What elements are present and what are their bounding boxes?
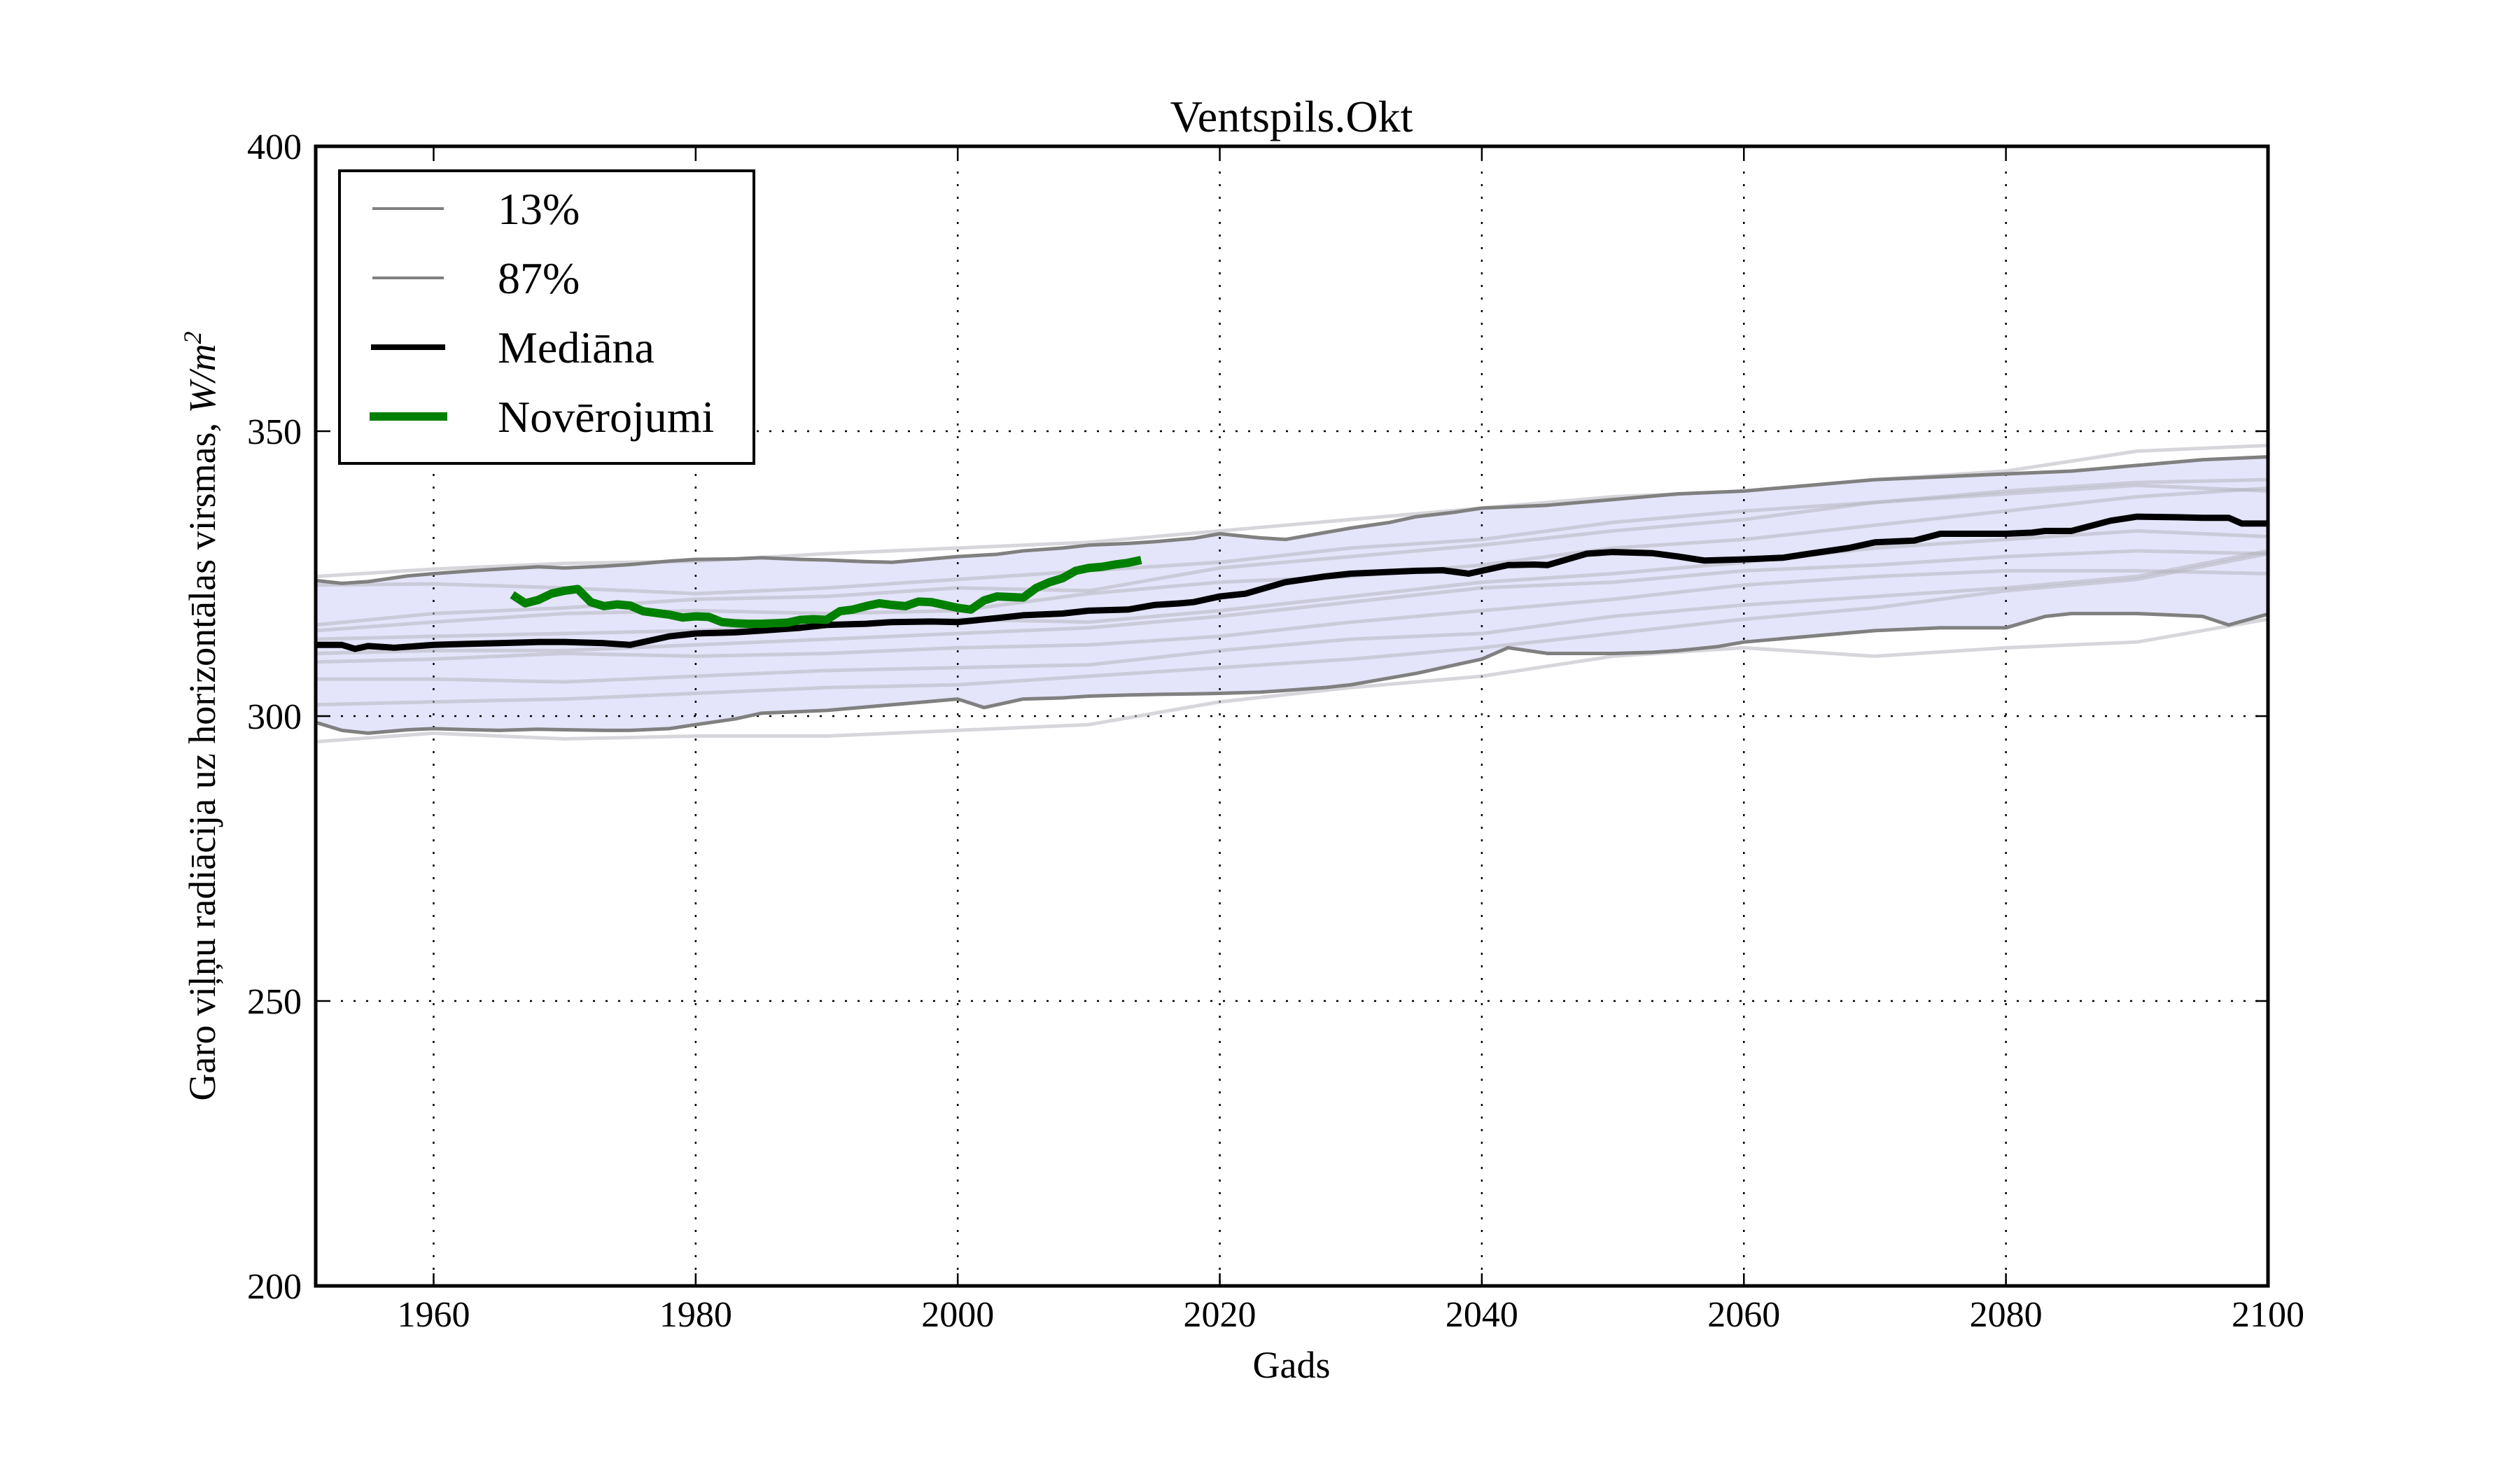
- legend-item-87: 87%: [372, 253, 580, 303]
- x-axis-label: Gads: [1253, 1344, 1331, 1386]
- y-tick-label: 300: [247, 697, 302, 737]
- ensemble-line-8: [316, 549, 2269, 684]
- x-tick-label: 2100: [2232, 1295, 2304, 1335]
- legend-label-87: 87%: [498, 253, 580, 303]
- ensemble-line-9: [315, 552, 2269, 707]
- y-tick-label: 400: [247, 127, 302, 167]
- y-tick-labels: 200 250 300 350 400: [247, 127, 302, 1307]
- y-tick-label: 200: [247, 1267, 302, 1307]
- legend-label-observations: Novērojumi: [498, 392, 714, 442]
- x-tick-label: 2040: [1446, 1295, 1518, 1335]
- x-tick-label: 1960: [397, 1295, 470, 1335]
- ensemble-line-7: [315, 568, 2269, 664]
- x-tick-label: 1980: [659, 1295, 732, 1335]
- x-tick-label: 2000: [921, 1295, 994, 1335]
- chart-title: Ventspils.Okt: [1170, 92, 1413, 141]
- y-tick-label: 350: [247, 412, 302, 452]
- band-fill: [316, 456, 2268, 734]
- legend-label-13: 13%: [498, 184, 580, 234]
- ensemble-line-10: [315, 617, 2269, 744]
- series-line-lower: [315, 611, 2269, 735]
- series-lines: [315, 455, 2269, 735]
- percentile-band: [316, 456, 2268, 734]
- series-line-upper: [315, 455, 2269, 585]
- tick-marks: [316, 145, 2269, 1287]
- legend-label-median: Mediāna: [498, 323, 654, 372]
- legend-item-observations: Novērojumi: [370, 392, 714, 442]
- series-line-observations: [510, 556, 1142, 629]
- legend-item-median: Mediāna: [371, 323, 654, 372]
- x-tick-label: 2020: [1184, 1295, 1256, 1335]
- x-tick-label: 2080: [1970, 1295, 2043, 1335]
- y-axis-label: Garo viļņu radiācija uz horizontālas vir…: [178, 331, 223, 1100]
- y-axis-label-unit: W/m: [181, 344, 223, 413]
- legend: 13% 87% Mediāna Novērojumi: [338, 169, 755, 465]
- legend-item-13: 13%: [372, 184, 580, 234]
- series-line-median: [316, 513, 2268, 652]
- x-tick-labels: 1960 1980 2000 2020 2040 2060 2080 2100: [397, 1295, 2304, 1335]
- y-axis-label-exponent: 2: [178, 331, 206, 344]
- y-axis-label-text: Garo viļņu radiācija uz horizontālas vir…: [181, 413, 223, 1100]
- x-tick-label: 2060: [1707, 1295, 1780, 1335]
- y-tick-label: 250: [247, 982, 302, 1022]
- ensemble-line-5: [315, 528, 2269, 641]
